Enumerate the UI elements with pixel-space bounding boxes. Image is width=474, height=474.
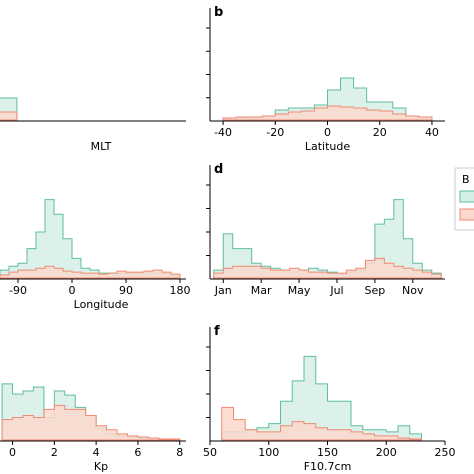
- panel-d-x-tick-label: Nov: [402, 284, 424, 297]
- panel-b: -40 -20 0 20 40 Latitude b: [206, 5, 445, 153]
- legend-title: B: [462, 173, 470, 186]
- panel-e-x-tick-label: 4: [93, 446, 100, 459]
- panel-e-x-tick-label: 2: [51, 446, 58, 459]
- panel-c-x-tick-label: -90: [9, 284, 27, 297]
- panel-d-letter: d: [214, 162, 223, 177]
- panel-c-x-tick-label: 0: [69, 284, 76, 297]
- panel-a-series-b-histogram: [0, 111, 18, 121]
- panel-f-series-b-histogram: [221, 406, 422, 441]
- panel-c: -90 0 90 180 Longitude: [0, 199, 191, 311]
- panel-b-x-tick-label: 40: [425, 126, 439, 139]
- panel-b-x-axis-label: Latitude: [305, 140, 351, 153]
- panel-c-x-axis-label: Longitude: [74, 298, 129, 311]
- panel-f-x-tick-label: 150: [317, 446, 338, 459]
- panel-b-letter: b: [214, 5, 223, 20]
- panel-c-series-a-histogram: [0, 199, 181, 279]
- panel-d: Jan Mar May Jul Sep Nov d: [206, 162, 445, 297]
- panel-b-series-b-histogram: [222, 105, 433, 121]
- panel-c-x-tick-label: 90: [119, 284, 133, 297]
- panel-f-x-tick-label: 250: [435, 446, 456, 459]
- panel-f-series-a-histogram: [221, 355, 422, 441]
- panel-a: 20222424681012MLT: [0, 97, 186, 153]
- panel-d-x-tick-label: Mar: [251, 284, 272, 297]
- panel-c-series-b-histogram: [0, 265, 181, 279]
- panel-f-x-tick-label: 200: [376, 446, 397, 459]
- panel-f-x-tick-label: 50: [203, 446, 217, 459]
- panel-d-x-tick-label: Jul: [329, 284, 343, 297]
- panel-e-x-tick-label: 8: [176, 446, 183, 459]
- panel-b-x-tick-label: 20: [373, 126, 387, 139]
- panel-a-series-a-histogram: [0, 97, 18, 121]
- panel-d-series-b-histogram: [213, 257, 442, 279]
- legend: B: [454, 167, 474, 231]
- panel-f-x-tick-label: 100: [258, 446, 279, 459]
- panel-b-x-tick-label: 0: [324, 126, 331, 139]
- panel-f: 50 100 150 200 250 F10.7cm f: [203, 324, 456, 473]
- panels-group: 20222424681012MLT-40-2002040Latitudeb-90…: [0, 5, 456, 473]
- panel-e-series-b-histogram: [1, 404, 181, 441]
- panel-d-x-tick-label: Sep: [365, 284, 386, 297]
- panel-e: 0 2 4 6 8 Kp: [0, 383, 186, 473]
- panel-f-x-axis-label: F10.7cm: [304, 460, 352, 473]
- legend-swatch-series-b: [459, 208, 474, 221]
- panel-c-x-tick-label: 180: [170, 284, 191, 297]
- panel-e-x-axis-label: Kp: [94, 460, 108, 473]
- panel-e-x-tick-label: 0: [9, 446, 16, 459]
- panel-b-x-tick-label: -20: [266, 126, 284, 139]
- panel-b-x-tick-label: -40: [214, 126, 232, 139]
- legend-swatch-series-a: [459, 190, 474, 203]
- panel-d-x-tick-label: May: [288, 284, 311, 297]
- panel-e-x-tick-label: 6: [134, 446, 141, 459]
- panel-a-x-axis-label: MLT: [91, 140, 112, 153]
- panel-f-letter: f: [214, 324, 220, 339]
- panel-d-x-tick-label: Jan: [214, 284, 232, 297]
